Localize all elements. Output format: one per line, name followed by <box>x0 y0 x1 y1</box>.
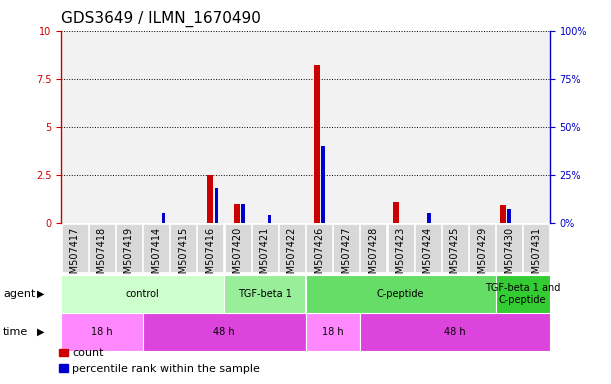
Text: GSM507425: GSM507425 <box>450 227 460 286</box>
Bar <box>523 224 549 271</box>
Text: C-peptide: C-peptide <box>377 289 424 299</box>
Bar <box>306 313 360 351</box>
Text: TGF-beta 1: TGF-beta 1 <box>238 289 291 299</box>
Text: 18 h: 18 h <box>91 327 112 337</box>
Text: GSM507417: GSM507417 <box>70 227 79 286</box>
Text: GSM507420: GSM507420 <box>233 227 243 286</box>
Bar <box>333 224 359 271</box>
Bar <box>241 204 245 223</box>
Bar <box>61 275 224 313</box>
Bar <box>279 224 305 271</box>
Legend: count, percentile rank within the sample: count, percentile rank within the sample <box>54 344 265 379</box>
Bar <box>170 224 196 271</box>
Text: GSM507416: GSM507416 <box>205 227 216 286</box>
Text: TGF-beta 1 and
C-peptide: TGF-beta 1 and C-peptide <box>485 283 560 305</box>
Text: GSM507430: GSM507430 <box>504 227 514 286</box>
Bar <box>507 209 511 223</box>
Bar <box>161 213 165 223</box>
Text: GSM507422: GSM507422 <box>287 227 297 286</box>
Text: GSM507431: GSM507431 <box>532 227 541 286</box>
Text: ▶: ▶ <box>37 327 44 337</box>
Bar <box>234 204 240 223</box>
Text: GSM507424: GSM507424 <box>423 227 433 286</box>
Bar <box>387 224 414 271</box>
Bar <box>306 224 332 271</box>
Bar <box>360 224 386 271</box>
Bar <box>89 224 115 271</box>
Bar <box>500 205 505 223</box>
Text: ▶: ▶ <box>37 289 44 299</box>
Text: GSM507429: GSM507429 <box>477 227 487 286</box>
Text: agent: agent <box>3 289 35 299</box>
Bar <box>393 202 399 223</box>
Bar <box>313 65 320 223</box>
Bar <box>442 224 468 271</box>
Text: GSM507428: GSM507428 <box>368 227 378 286</box>
Text: GSM507419: GSM507419 <box>124 227 134 286</box>
Bar <box>469 224 495 271</box>
Text: GSM507426: GSM507426 <box>314 227 324 286</box>
Bar <box>427 213 431 223</box>
Text: control: control <box>126 289 159 299</box>
Bar <box>62 224 88 271</box>
Bar <box>268 215 271 223</box>
Bar <box>321 146 324 223</box>
Text: 48 h: 48 h <box>444 327 466 337</box>
Bar <box>360 313 550 351</box>
Bar <box>116 224 142 271</box>
Bar <box>415 224 441 271</box>
Bar <box>252 224 278 271</box>
Bar <box>197 224 224 271</box>
Bar <box>143 224 169 271</box>
Bar <box>496 224 522 271</box>
Bar <box>214 188 218 223</box>
Bar <box>225 224 251 271</box>
Bar <box>306 275 496 313</box>
Text: GSM507414: GSM507414 <box>151 227 161 286</box>
Text: 18 h: 18 h <box>322 327 343 337</box>
Bar <box>142 313 306 351</box>
Text: time: time <box>3 327 28 337</box>
Text: 48 h: 48 h <box>213 327 235 337</box>
Text: GDS3649 / ILMN_1670490: GDS3649 / ILMN_1670490 <box>61 11 261 27</box>
Bar <box>208 175 213 223</box>
Text: GSM507423: GSM507423 <box>395 227 406 286</box>
Bar <box>61 313 142 351</box>
Text: GSM507415: GSM507415 <box>178 227 188 286</box>
Text: GSM507418: GSM507418 <box>97 227 107 286</box>
Text: GSM507427: GSM507427 <box>341 227 351 286</box>
Bar <box>496 275 550 313</box>
Bar <box>224 275 306 313</box>
Text: GSM507421: GSM507421 <box>260 227 270 286</box>
